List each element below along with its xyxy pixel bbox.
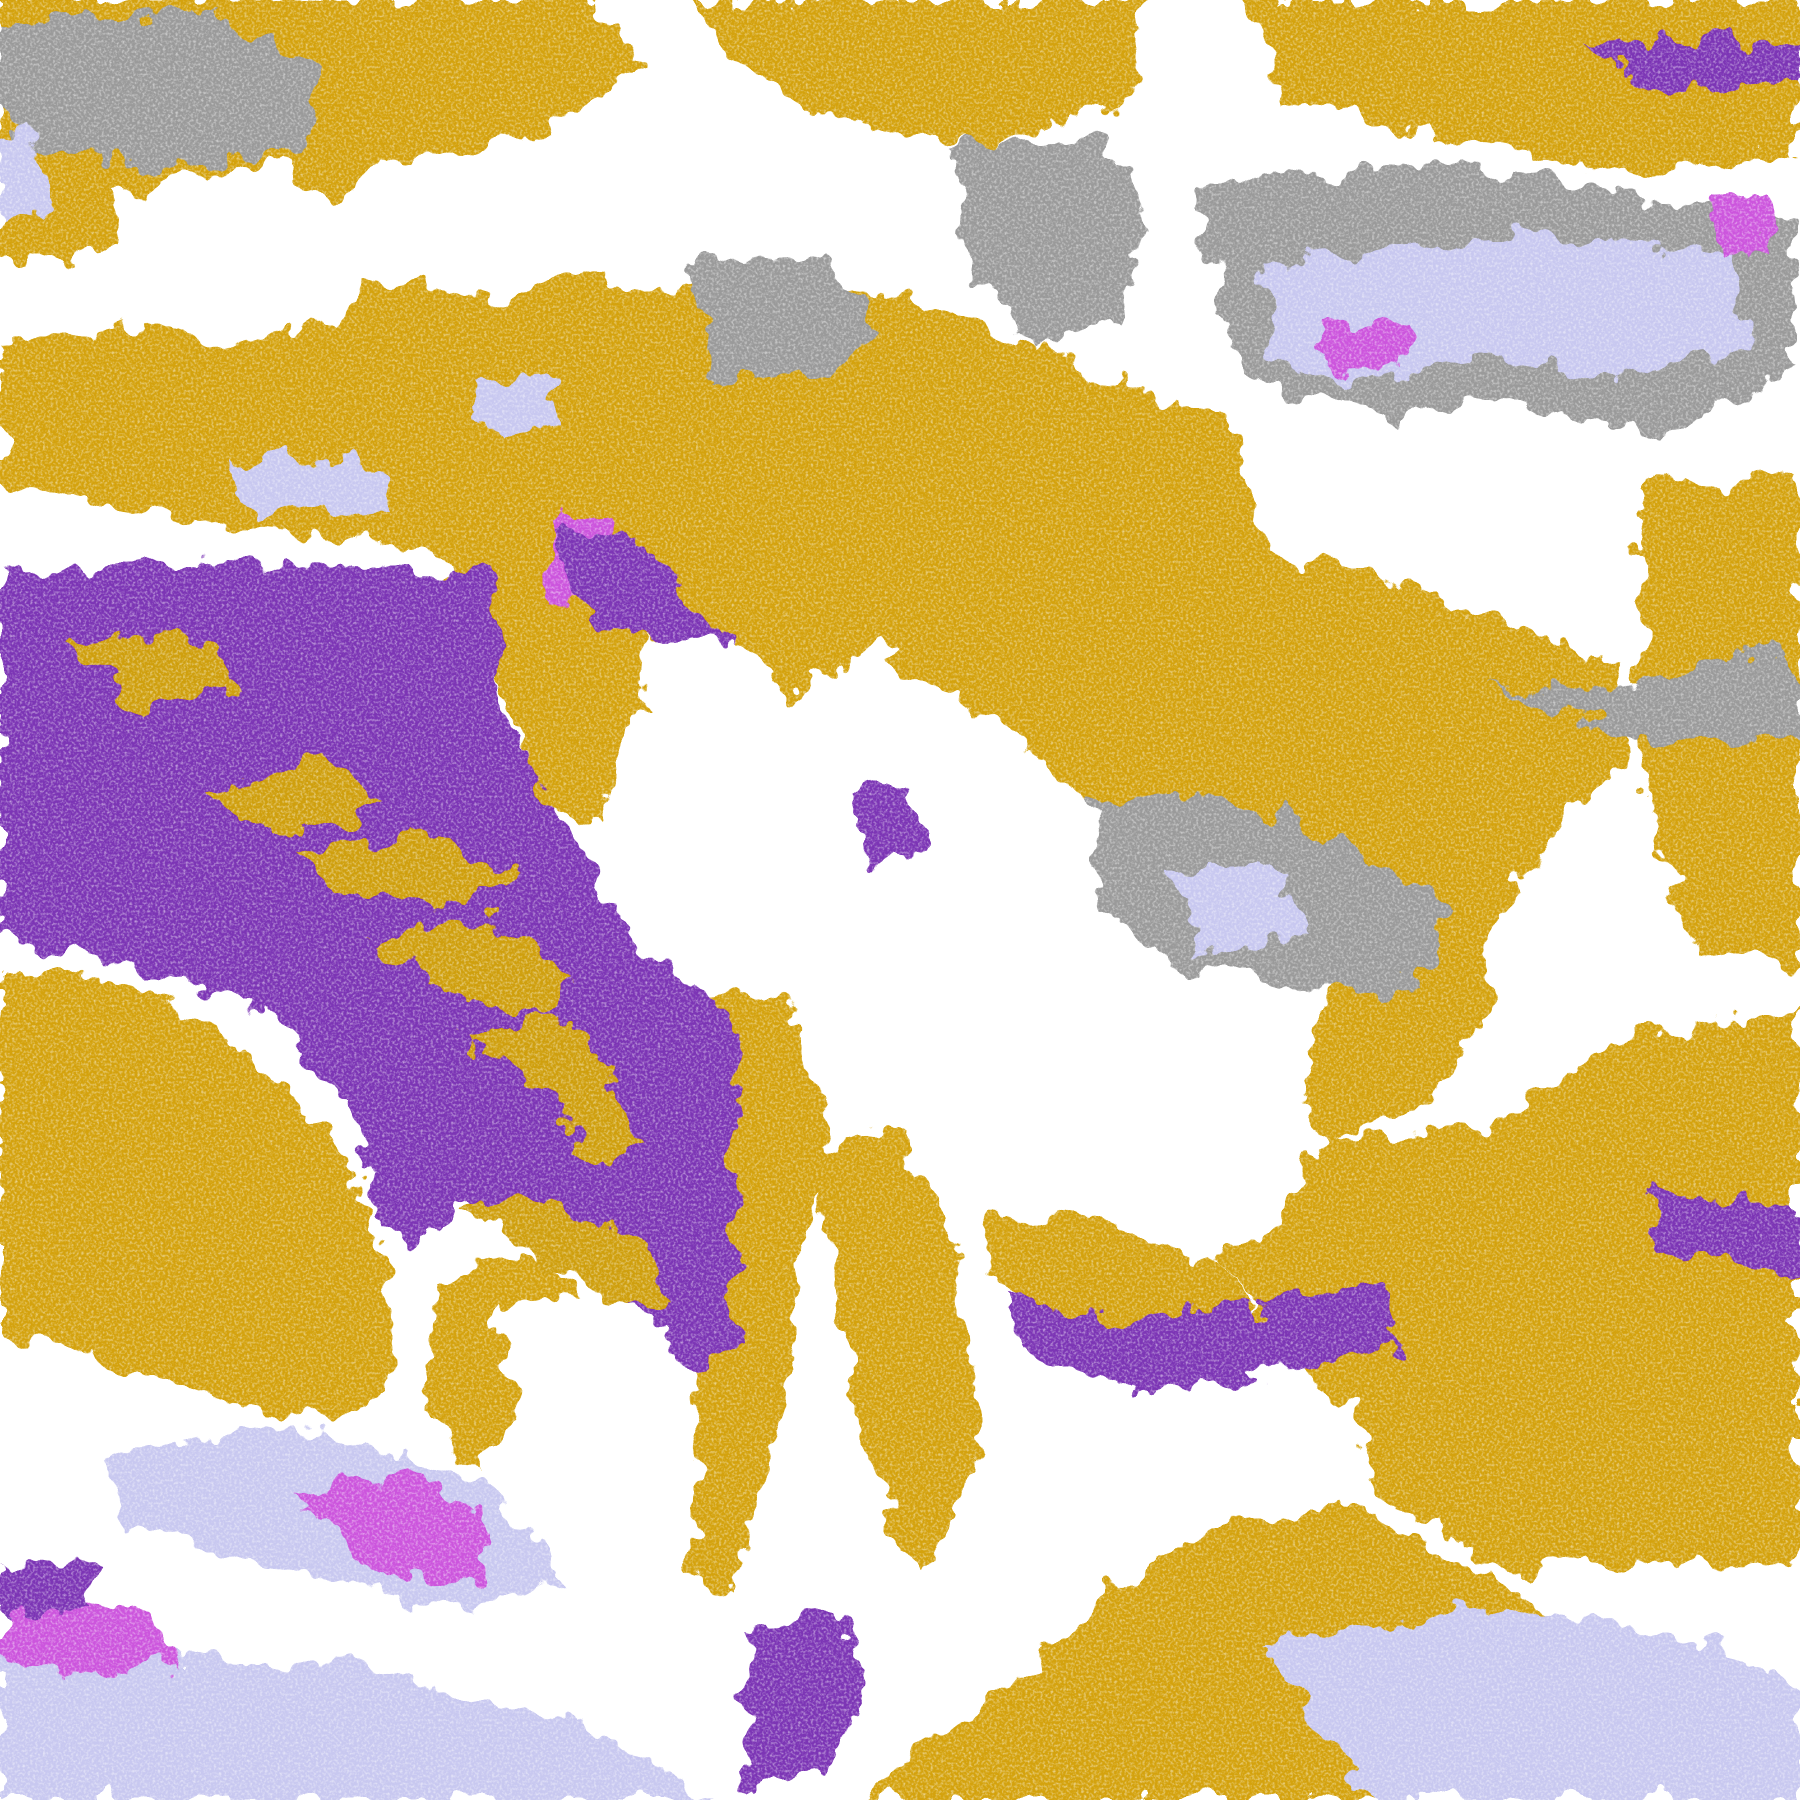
satellite-image <box>0 0 1800 1800</box>
texture <box>0 0 1800 1800</box>
page <box>0 0 1800 1800</box>
